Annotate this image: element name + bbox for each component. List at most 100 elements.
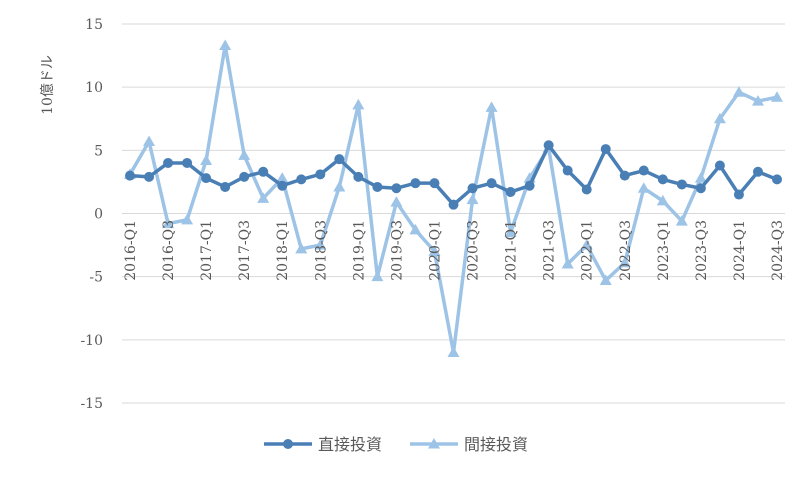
- x-tick-label: 2023-Q3: [694, 220, 710, 281]
- x-tick-label: 2017-Q3: [237, 220, 253, 281]
- x-tick-label: 2017-Q1: [199, 220, 215, 281]
- data-point: [504, 226, 517, 237]
- data-point: [277, 180, 288, 191]
- data-point: [220, 181, 231, 192]
- data-point: [410, 178, 421, 189]
- data-point: [181, 213, 194, 225]
- data-point: [505, 187, 516, 198]
- data-point: [390, 196, 403, 207]
- x-tick-label: 2024-Q3: [770, 220, 786, 281]
- data-point: [219, 39, 232, 50]
- x-tick-label: 2018-Q1: [275, 220, 291, 281]
- data-point: [618, 256, 631, 268]
- data-point: [486, 178, 497, 189]
- x-tick-label: 2018-Q3: [313, 220, 329, 281]
- y-tick-label: 5: [94, 143, 103, 159]
- data-point: [239, 171, 250, 182]
- data-point: [524, 180, 535, 191]
- x-tick-label: 2019-Q1: [351, 220, 367, 281]
- data-point: [334, 154, 345, 165]
- series-line: [129, 143, 778, 207]
- data-point: [695, 183, 706, 194]
- data-point: [352, 98, 365, 110]
- y-tick-label: -10: [80, 333, 103, 349]
- data-point: [372, 181, 383, 192]
- data-point: [371, 270, 384, 282]
- data-point: [772, 174, 782, 185]
- data-point: [466, 193, 479, 205]
- data-point: [581, 184, 592, 195]
- data-point: [675, 215, 688, 226]
- data-point: [315, 169, 326, 180]
- data-point: [619, 170, 630, 181]
- data-point: [391, 183, 402, 194]
- data-point: [276, 172, 289, 183]
- data-point: [714, 160, 725, 171]
- data-point: [638, 165, 649, 176]
- x-tick-label: 2020-Q3: [466, 220, 482, 281]
- x-tick-label: 2023-Q1: [656, 220, 672, 281]
- data-point: [543, 140, 554, 151]
- data-point: [751, 95, 764, 106]
- x-tick-label: 2020-Q1: [427, 220, 443, 281]
- data-point: [257, 192, 270, 203]
- data-point: [296, 174, 307, 185]
- data-point: [752, 166, 763, 177]
- data-point: [238, 149, 251, 160]
- data-point: [733, 189, 744, 200]
- data-point: [258, 166, 269, 177]
- data-point: [467, 183, 478, 194]
- x-tick-label: 2021-Q3: [542, 220, 558, 281]
- y-tick-label: -5: [89, 270, 103, 286]
- y-axis-label: 10億ドル: [40, 55, 56, 115]
- x-tick-label: 2021-Q1: [504, 220, 520, 281]
- data-point: [600, 144, 611, 155]
- data-point: [429, 178, 440, 189]
- legend-marker: [428, 438, 440, 449]
- data-point: [676, 179, 687, 190]
- series-layer: [124, 39, 783, 357]
- y-tick-label: 10: [85, 80, 103, 96]
- data-point: [561, 258, 574, 269]
- data-point: [713, 112, 726, 124]
- data-point: [409, 223, 422, 235]
- data-point: [771, 91, 783, 102]
- data-point: [656, 194, 669, 206]
- x-tick-label: 2016-Q1: [123, 220, 139, 281]
- data-point: [144, 171, 155, 182]
- y-tick-label: 0: [94, 207, 103, 223]
- x-tick-label: 2022-Q3: [618, 220, 634, 281]
- data-point: [163, 157, 174, 168]
- data-point: [314, 239, 327, 250]
- data-point: [143, 135, 156, 146]
- data-point: [125, 170, 135, 181]
- data-point: [428, 245, 441, 256]
- data-point: [562, 165, 573, 176]
- data-point: [732, 86, 745, 97]
- x-tick-label: 2022-Q1: [580, 220, 596, 281]
- data-point: [200, 154, 213, 165]
- legend-label: 直接投資: [318, 435, 382, 454]
- x-tick-label: 2016-Q3: [161, 220, 177, 281]
- x-tick-label: 2024-Q1: [732, 220, 748, 281]
- series-indirect: [124, 39, 783, 357]
- data-point: [353, 171, 364, 182]
- data-point: [448, 199, 459, 210]
- data-point: [694, 172, 707, 183]
- legend-marker: [283, 439, 293, 449]
- x-axis-ticks: 2016-Q1 2016-Q3 2017-Q1 2017-Q3 2018-Q1 2018-…: [123, 220, 786, 281]
- data-point: [295, 242, 308, 254]
- y-axis-ticks: 15 10 5 0 -5 -10 -15: [80, 17, 103, 412]
- series-line: [128, 43, 778, 355]
- data-point: [162, 217, 175, 229]
- data-point: [182, 157, 193, 168]
- x-tick-label: 2019-Q3: [389, 220, 405, 281]
- data-point: [599, 274, 612, 285]
- legend-label: 間接投資: [464, 435, 528, 454]
- data-point: [485, 101, 498, 112]
- data-point: [657, 174, 668, 185]
- data-point: [333, 180, 346, 192]
- data-point: [580, 239, 593, 250]
- legend-item: 間接投資: [410, 435, 528, 454]
- legend: 直接投資 間接投資: [264, 435, 528, 454]
